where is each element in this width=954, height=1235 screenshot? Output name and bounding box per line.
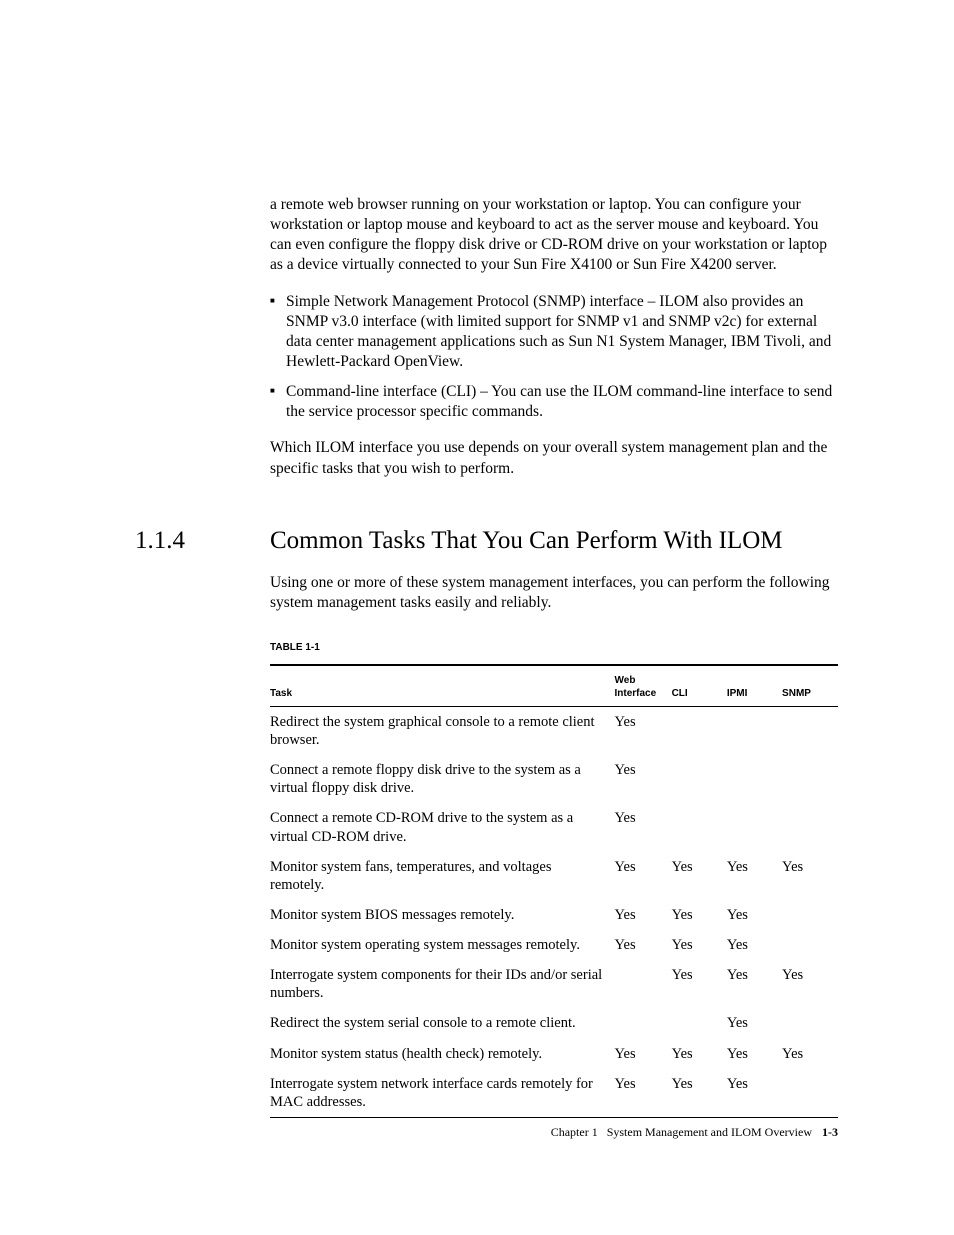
col-header-task: Task	[270, 665, 615, 707]
cell-cli	[672, 803, 727, 851]
cell-snmp	[782, 1008, 838, 1038]
table-row: Monitor system status (health check) rem…	[270, 1039, 838, 1069]
cell-cli: Yes	[672, 900, 727, 930]
cell-ipmi: Yes	[727, 1039, 782, 1069]
cell-snmp	[782, 803, 838, 851]
footer-page-number: 1-3	[822, 1125, 838, 1139]
cell-web: Yes	[615, 755, 672, 803]
cell-cli: Yes	[672, 960, 727, 1008]
cell-task: Monitor system status (health check) rem…	[270, 1039, 615, 1069]
col-header-snmp: SNMP	[782, 665, 838, 707]
cell-web	[615, 1008, 672, 1038]
table-row: Connect a remote CD-ROM drive to the sys…	[270, 803, 838, 851]
bullet-item-cli: Command-line interface (CLI) – You can u…	[270, 382, 838, 422]
footer-chapter: Chapter 1	[551, 1125, 598, 1139]
cell-cli	[672, 755, 727, 803]
cell-web	[615, 960, 672, 1008]
section-title: Common Tasks That You Can Perform With I…	[270, 527, 783, 555]
section-number: 1.1.4	[135, 527, 270, 555]
cell-ipmi: Yes	[727, 930, 782, 960]
cell-ipmi: Yes	[727, 852, 782, 900]
cell-snmp: Yes	[782, 1039, 838, 1069]
cell-task: Monitor system operating system messages…	[270, 930, 615, 960]
table-header-row: Task WebInterface CLI IPMI SNMP	[270, 665, 838, 707]
cell-web: Yes	[615, 706, 672, 755]
section-heading-row: 1.1.4 Common Tasks That You Can Perform …	[135, 527, 838, 555]
task-table: Task WebInterface CLI IPMI SNMP Redirect…	[270, 664, 838, 1118]
cell-web: Yes	[615, 930, 672, 960]
cell-task: Interrogate system network interface car…	[270, 1069, 615, 1118]
table-row: Redirect the system serial console to a …	[270, 1008, 838, 1038]
bullet-list: Simple Network Management Protocol (SNMP…	[270, 292, 838, 423]
table-label: TABLE 1-1	[270, 641, 838, 654]
col-header-ipmi: IPMI	[727, 665, 782, 707]
cell-snmp: Yes	[782, 852, 838, 900]
body-text-block: a remote web browser running on your wor…	[270, 195, 838, 479]
cell-ipmi: Yes	[727, 1008, 782, 1038]
document-page: a remote web browser running on your wor…	[0, 0, 954, 1118]
cell-snmp: Yes	[782, 960, 838, 1008]
col-header-cli: CLI	[672, 665, 727, 707]
table-body: Redirect the system graphical console to…	[270, 706, 838, 1117]
cell-ipmi: Yes	[727, 960, 782, 1008]
cell-snmp	[782, 930, 838, 960]
cell-web: Yes	[615, 803, 672, 851]
cell-web: Yes	[615, 1039, 672, 1069]
cell-cli: Yes	[672, 1069, 727, 1118]
cell-cli: Yes	[672, 852, 727, 900]
cell-task: Interrogate system components for their …	[270, 960, 615, 1008]
cell-task: Monitor system BIOS messages remotely.	[270, 900, 615, 930]
table-row: Interrogate system network interface car…	[270, 1069, 838, 1118]
table-row: Monitor system BIOS messages remotely. Y…	[270, 900, 838, 930]
cell-ipmi: Yes	[727, 900, 782, 930]
intro-paragraph-2: Which ILOM interface you use depends on …	[270, 438, 838, 478]
cell-cli	[672, 1008, 727, 1038]
cell-snmp	[782, 755, 838, 803]
cell-snmp	[782, 900, 838, 930]
cell-task: Redirect the system graphical console to…	[270, 706, 615, 755]
cell-cli	[672, 706, 727, 755]
page-footer: Chapter 1 System Management and ILOM Ove…	[551, 1125, 838, 1140]
bullet-item-snmp: Simple Network Management Protocol (SNMP…	[270, 292, 838, 373]
section-lead: Using one or more of these system manage…	[270, 573, 838, 613]
table-row: Redirect the system graphical console to…	[270, 706, 838, 755]
table-row: Monitor system fans, temperatures, and v…	[270, 852, 838, 900]
cell-snmp	[782, 706, 838, 755]
cell-snmp	[782, 1069, 838, 1118]
cell-task: Connect a remote CD-ROM drive to the sys…	[270, 803, 615, 851]
cell-task: Monitor system fans, temperatures, and v…	[270, 852, 615, 900]
intro-paragraph-1: a remote web browser running on your wor…	[270, 195, 838, 276]
cell-ipmi: Yes	[727, 1069, 782, 1118]
cell-ipmi	[727, 803, 782, 851]
table-row: Connect a remote floppy disk drive to th…	[270, 755, 838, 803]
section-body: Using one or more of these system manage…	[270, 573, 838, 1118]
cell-web: Yes	[615, 1069, 672, 1118]
cell-web: Yes	[615, 852, 672, 900]
cell-ipmi	[727, 706, 782, 755]
table-row: Monitor system operating system messages…	[270, 930, 838, 960]
col-header-web-text: WebInterface	[615, 675, 657, 699]
cell-ipmi	[727, 755, 782, 803]
footer-title: System Management and ILOM Overview	[607, 1125, 812, 1139]
cell-web: Yes	[615, 900, 672, 930]
cell-task: Connect a remote floppy disk drive to th…	[270, 755, 615, 803]
table-row: Interrogate system components for their …	[270, 960, 838, 1008]
cell-cli: Yes	[672, 930, 727, 960]
col-header-web: WebInterface	[615, 665, 672, 707]
cell-cli: Yes	[672, 1039, 727, 1069]
cell-task: Redirect the system serial console to a …	[270, 1008, 615, 1038]
